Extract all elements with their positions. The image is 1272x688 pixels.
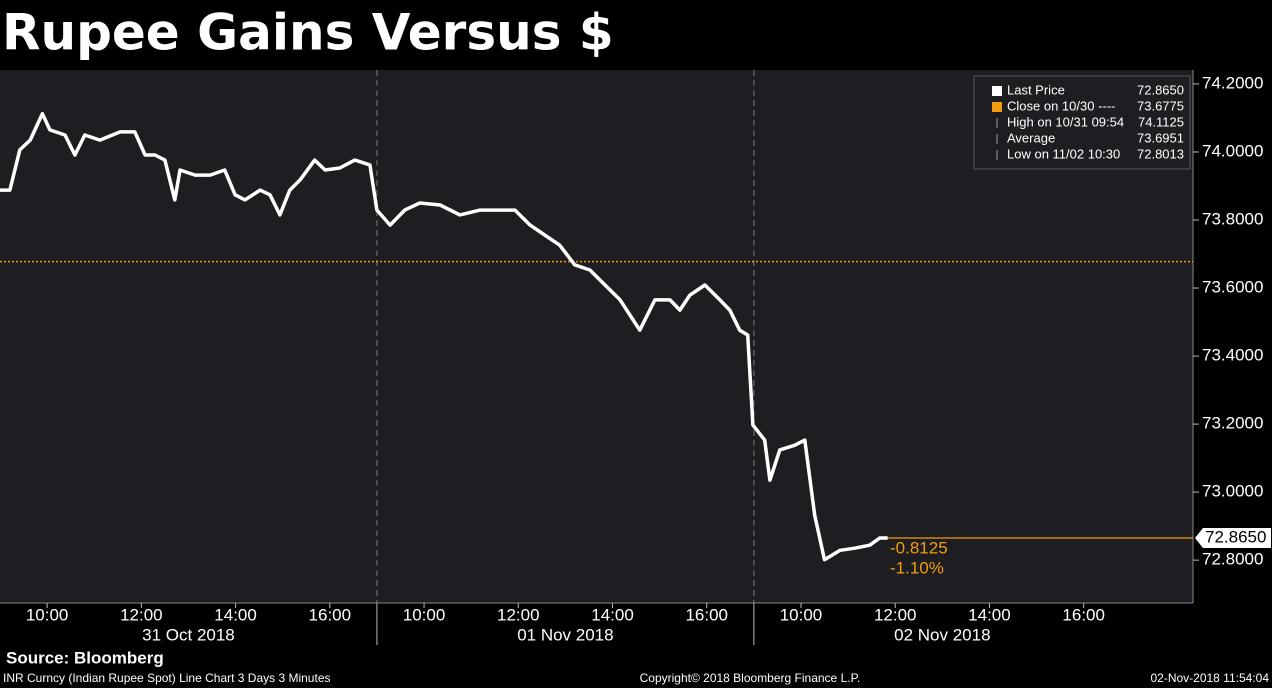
legend-name: High on 10/31 09:54 xyxy=(1007,114,1124,129)
y-tick-label: 73.0000 xyxy=(1202,482,1263,501)
x-tick-label: 14:00 xyxy=(591,605,634,624)
x-tick-label: 10:00 xyxy=(780,605,823,624)
x-tick-label: 16:00 xyxy=(1062,605,1105,624)
x-tick-label: 12:00 xyxy=(497,605,540,624)
legend-box xyxy=(973,75,1191,170)
x-tick-label: 12:00 xyxy=(874,605,917,624)
y-tick-label: 74.2000 xyxy=(1202,73,1263,92)
x-tick-label: 14:00 xyxy=(968,605,1011,624)
y-tick-label: 73.6000 xyxy=(1202,278,1263,297)
day-label: 31 Oct 2018 xyxy=(142,625,235,644)
legend-value: 73.6775 xyxy=(1137,98,1184,113)
legend-swatch xyxy=(992,102,1002,112)
x-tick-label: 16:00 xyxy=(685,605,728,624)
legend-name: Low on 11/02 10:30 xyxy=(1007,146,1120,161)
y-tick-label: 73.4000 xyxy=(1202,346,1263,365)
last-price-tag xyxy=(1195,528,1271,549)
legend-value: 72.8013 xyxy=(1137,146,1184,161)
change-pct: -1.10% xyxy=(890,558,944,577)
change: -0.8125 xyxy=(890,538,948,557)
legend-value: 72.8650 xyxy=(1137,82,1184,97)
x-tick-label: 10:00 xyxy=(403,605,446,624)
footer-center: Copyright© 2018 Bloomberg Finance L.P. xyxy=(640,671,861,685)
legend-value: 74.1125 xyxy=(1138,114,1184,129)
last-price-tag-label: 72.8650 xyxy=(1205,528,1266,547)
legend-name: Last Price xyxy=(1007,82,1065,97)
footer-right: 02-Nov-2018 11:54:04 xyxy=(1150,671,1269,685)
x-tick-label: 14:00 xyxy=(214,605,257,624)
x-tick-label: 10:00 xyxy=(26,605,69,624)
legend-name: Average xyxy=(1007,130,1055,145)
footer-left: INR Curncy (Indian Rupee Spot) Line Char… xyxy=(3,671,331,685)
y-tick-label: 73.2000 xyxy=(1202,414,1263,433)
day-label: 02 Nov 2018 xyxy=(894,625,990,644)
x-tick-label: 12:00 xyxy=(120,605,163,624)
chart-title: Rupee Gains Versus $ xyxy=(2,4,614,62)
price-line xyxy=(0,111,888,562)
legend-value: 73.6951 xyxy=(1137,130,1184,145)
day-label: 01 Nov 2018 xyxy=(517,625,613,644)
y-tick-label: 73.8000 xyxy=(1202,209,1263,228)
source: Source: Bloomberg xyxy=(6,648,164,667)
y-tick-label: 74.0000 xyxy=(1202,141,1263,160)
legend-name: Close on 10/30 ---- xyxy=(1007,98,1115,113)
x-tick-label: 16:00 xyxy=(309,605,352,624)
y-tick-label: 72.8000 xyxy=(1202,550,1263,569)
legend-swatch xyxy=(992,86,1002,96)
